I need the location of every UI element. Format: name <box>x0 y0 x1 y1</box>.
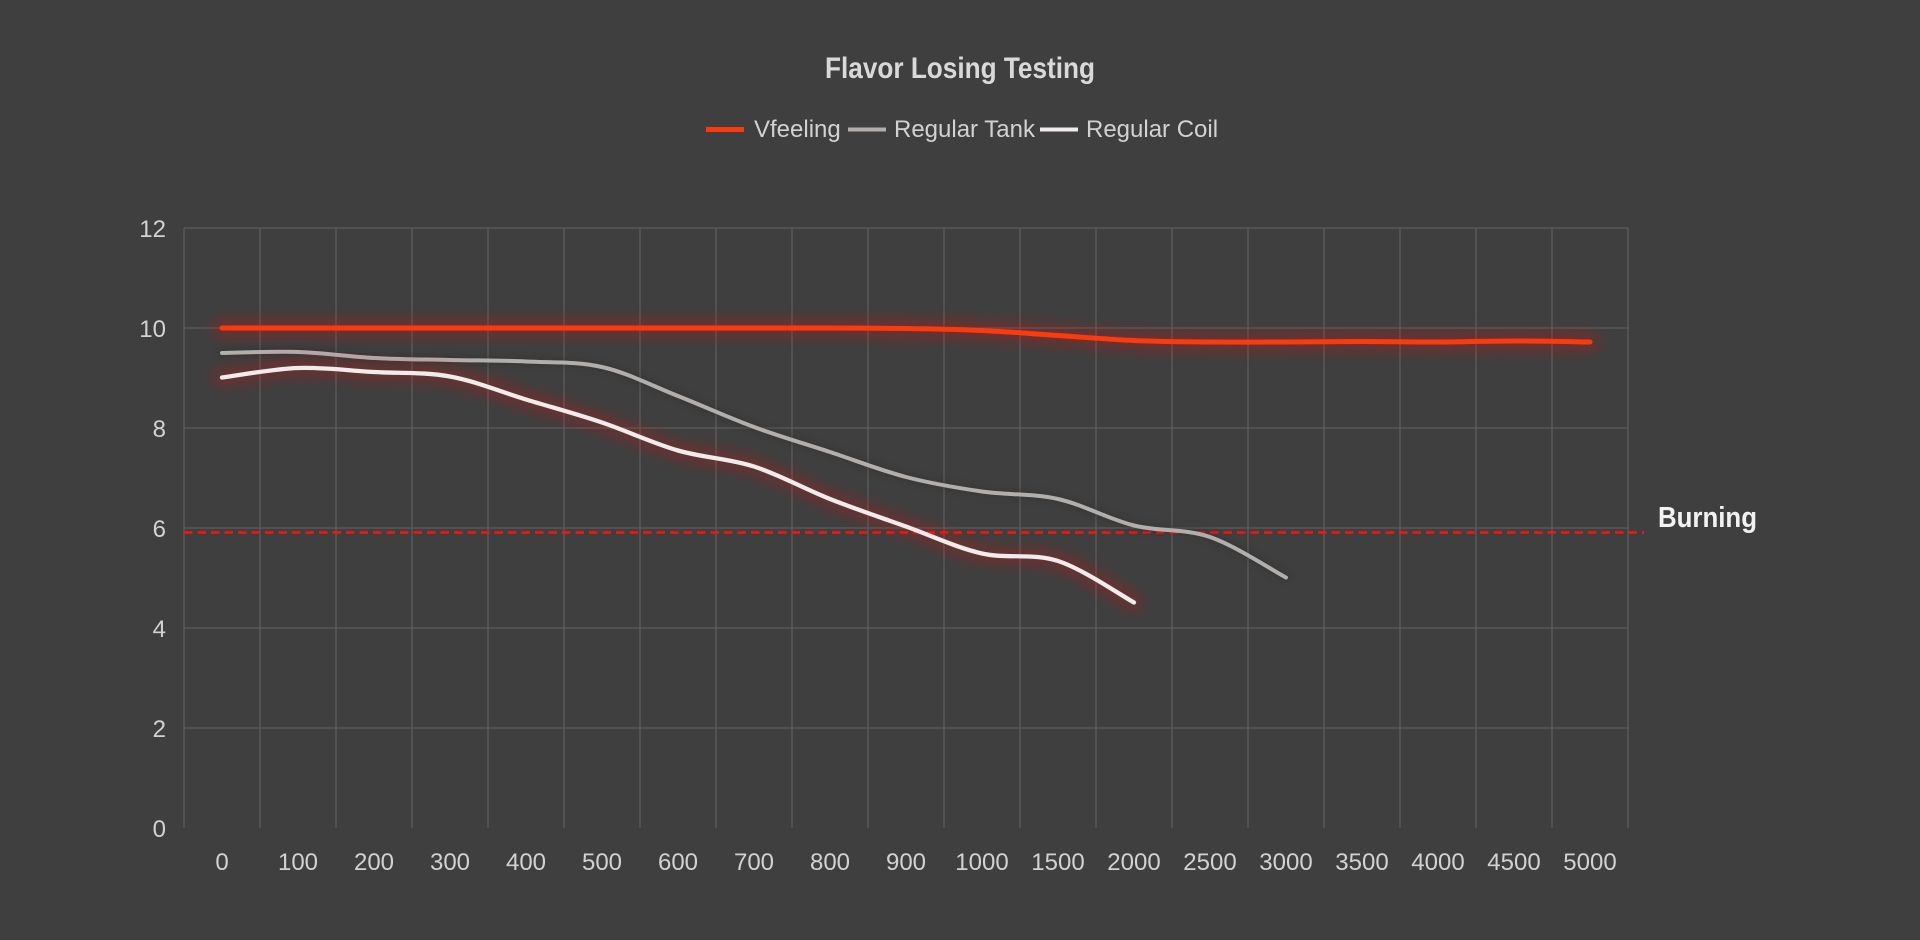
svg-text:4500: 4500 <box>1487 849 1540 876</box>
svg-text:8: 8 <box>153 416 166 443</box>
svg-text:800: 800 <box>810 849 850 876</box>
svg-text:Vfeeling: Vfeeling <box>754 116 841 143</box>
svg-text:Flavor Losing Testing: Flavor Losing Testing <box>825 52 1095 85</box>
svg-text:0: 0 <box>153 816 166 843</box>
svg-text:1500: 1500 <box>1031 849 1084 876</box>
svg-text:10: 10 <box>139 316 166 343</box>
svg-text:2000: 2000 <box>1107 849 1160 876</box>
svg-text:200: 200 <box>354 849 394 876</box>
svg-text:3000: 3000 <box>1259 849 1312 876</box>
svg-text:0: 0 <box>215 849 228 876</box>
svg-text:Regular Tank: Regular Tank <box>894 116 1036 143</box>
svg-text:12: 12 <box>139 216 166 243</box>
svg-text:400: 400 <box>506 849 546 876</box>
svg-text:5000: 5000 <box>1563 849 1616 876</box>
svg-text:4: 4 <box>153 616 166 643</box>
svg-text:100: 100 <box>278 849 318 876</box>
svg-text:300: 300 <box>430 849 470 876</box>
svg-text:500: 500 <box>582 849 622 876</box>
svg-text:6: 6 <box>153 516 166 543</box>
svg-text:700: 700 <box>734 849 774 876</box>
svg-text:2500: 2500 <box>1183 849 1236 876</box>
svg-text:1000: 1000 <box>955 849 1008 876</box>
svg-text:900: 900 <box>886 849 926 876</box>
svg-text:Regular Coil: Regular Coil <box>1086 116 1218 143</box>
svg-text:600: 600 <box>658 849 698 876</box>
svg-text:3500: 3500 <box>1335 849 1388 876</box>
svg-text:2: 2 <box>153 716 166 743</box>
svg-text:4000: 4000 <box>1411 849 1464 876</box>
svg-text:Burning: Burning <box>1658 502 1757 534</box>
